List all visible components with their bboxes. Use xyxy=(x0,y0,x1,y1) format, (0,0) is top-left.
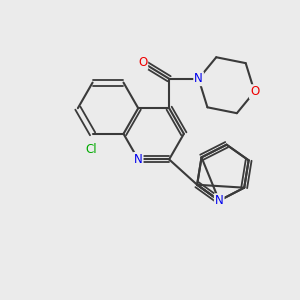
Text: N: N xyxy=(134,153,142,166)
Text: N: N xyxy=(194,72,203,85)
Text: O: O xyxy=(138,56,147,69)
Text: O: O xyxy=(250,85,259,98)
Text: N: N xyxy=(215,194,224,207)
Text: Cl: Cl xyxy=(85,142,97,156)
